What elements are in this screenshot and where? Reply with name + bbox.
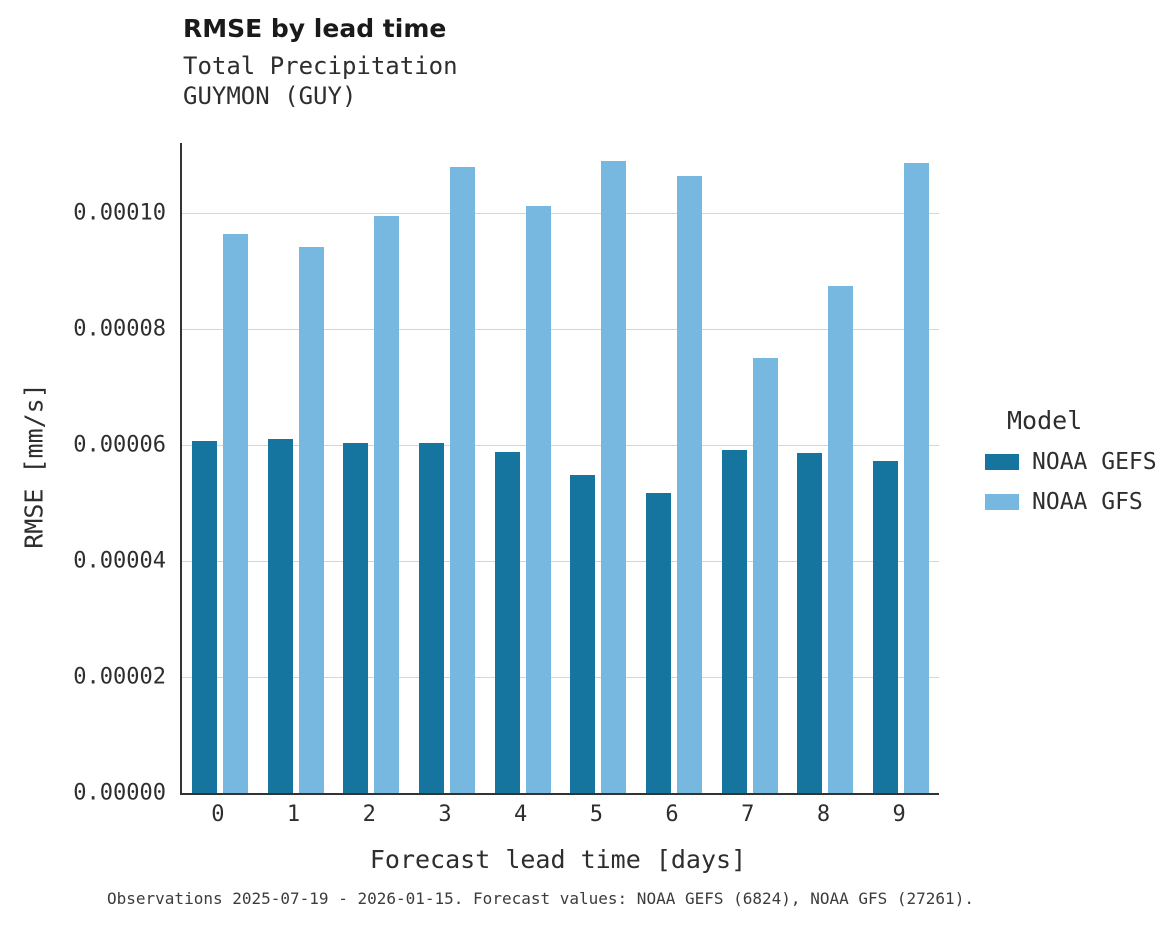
y-tick-label: 0.00000 (73, 780, 166, 806)
x-tick-label: 7 (741, 802, 755, 827)
bar-noaa-gefs-day-4 (494, 451, 520, 793)
bar-noaa-gefs-day-5 (570, 474, 596, 793)
bar-noaa-gfs-day-0 (222, 234, 248, 793)
bar-noaa-gfs-day-8 (828, 285, 854, 793)
legend: Model NOAA GEFS NOAA GFS (985, 406, 1157, 515)
chart-title: RMSE by lead time (183, 14, 447, 43)
legend-label-gfs: NOAA GFS (1032, 489, 1143, 515)
bar-noaa-gfs-day-1 (298, 247, 324, 793)
bar-noaa-gefs-day-6 (646, 492, 672, 793)
gridline (182, 212, 939, 214)
x-tick-label: 4 (514, 802, 528, 827)
bar-noaa-gefs-day-2 (343, 443, 369, 793)
bar-noaa-gfs-day-5 (601, 161, 627, 793)
bar-noaa-gefs-day-0 (191, 440, 217, 793)
legend-entry-gefs: NOAA GEFS (985, 449, 1157, 475)
bar-noaa-gefs-day-9 (873, 461, 899, 793)
x-axis-label: Forecast lead time [days] (369, 845, 747, 874)
legend-title: Model (1007, 406, 1083, 435)
bar-noaa-gfs-day-4 (525, 206, 551, 793)
x-tick-label: 8 (816, 802, 831, 827)
bar-noaa-gfs-day-3 (449, 167, 475, 793)
y-tick-labels: 0.00000 0.00002 0.00004 0.00006 0.00008 0.000… (0, 143, 166, 805)
bar-noaa-gfs-day-2 (374, 216, 400, 793)
plot-area (180, 143, 939, 795)
bar-noaa-gefs-day-1 (267, 438, 293, 793)
bar-noaa-gfs-day-6 (677, 175, 703, 793)
legend-label-gefs: NOAA GEFS (1032, 449, 1157, 475)
bar-noaa-gefs-day-3 (418, 443, 444, 793)
chart-subtitle-variable: Total Precipitation (183, 52, 458, 80)
x-tick-label: 5 (589, 802, 603, 827)
chart-subtitle-station: GUYMON (GUY) (183, 82, 357, 110)
x-tick-label: 6 (665, 802, 679, 827)
caption: Observations 2025-07-19 - 2026-01-15. Fo… (107, 889, 974, 908)
y-tick-label: 0.00008 (73, 316, 166, 342)
x-tick-label: 0 (211, 802, 225, 827)
gridline (182, 444, 939, 446)
y-tick-label: 0.00010 (73, 200, 166, 226)
x-tick-label: 3 (438, 802, 452, 827)
legend-swatch-gfs (985, 494, 1019, 510)
gridline (182, 560, 939, 562)
gridline (182, 328, 939, 330)
bar-noaa-gefs-day-7 (721, 450, 747, 793)
x-tick-label: 2 (362, 802, 376, 827)
x-tick-label: 1 (286, 802, 301, 827)
legend-entry-gfs: NOAA GFS (985, 489, 1157, 515)
bar-noaa-gefs-day-8 (797, 452, 823, 793)
y-tick-label: 0.00002 (73, 664, 166, 690)
legend-swatch-gefs (985, 454, 1019, 470)
bar-noaa-gfs-day-9 (904, 163, 930, 793)
x-tick-label: 9 (892, 802, 906, 827)
y-tick-label: 0.00004 (73, 548, 166, 574)
x-tick-labels: 0 1 2 3 4 5 6 7 8 9 (180, 802, 937, 838)
y-tick-label: 0.00006 (73, 432, 166, 458)
bar-noaa-gfs-day-7 (752, 357, 778, 793)
gridline (182, 676, 939, 678)
